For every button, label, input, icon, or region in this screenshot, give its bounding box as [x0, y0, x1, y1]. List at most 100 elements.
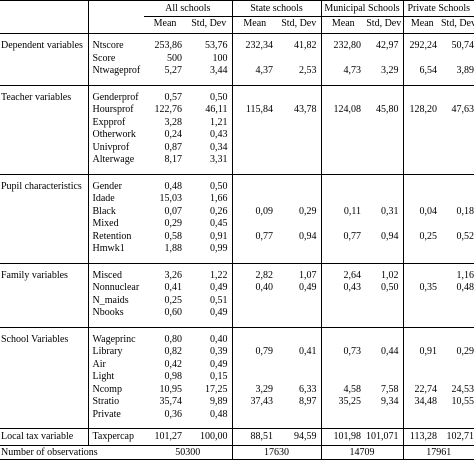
mean-cell: 232,34 — [231, 33, 277, 53]
sd-cell: 3,31 — [186, 154, 232, 175]
sd-cell: 24,53 — [451, 383, 474, 395]
sd-cell: 3,89 — [441, 65, 474, 86]
table-row: Nonnuclear 0,41 0,49 0,40 0,49 0,43 0,50 0,35 0,… — [0, 282, 474, 295]
section-title: Local tax variable — [0, 428, 88, 446]
observations-count: 14709 — [320, 445, 403, 460]
sd-cell: 0,18 — [456, 205, 474, 217]
sd-cell — [277, 408, 321, 429]
sd-cell: 1,66 — [210, 193, 228, 204]
sd-cell — [441, 371, 474, 384]
sd-cell: 100 — [212, 52, 228, 64]
sd-cell: 0,91 — [210, 230, 228, 242]
sd-cell: 0,15 — [210, 371, 228, 382]
mean-cell: 0,11 — [320, 205, 365, 218]
sd-cell: 0,40 — [210, 333, 228, 345]
sd-cell — [441, 154, 474, 175]
mean-cell: 232,80 — [320, 33, 365, 53]
mean-cell — [320, 174, 365, 193]
sd-cell: 17,25 — [205, 383, 228, 395]
mean-cell — [231, 141, 277, 154]
mean-cell — [320, 129, 365, 142]
sd-cell — [441, 85, 474, 104]
table-row: Hoursprof 122,76 46,11 115,84 43,78 124,08 45,… — [0, 104, 474, 117]
mean-header: Mean — [402, 16, 441, 34]
mean-cell: 0,25 — [164, 294, 183, 306]
mean-cell — [320, 85, 365, 104]
sd-cell — [277, 307, 321, 328]
mean-cell: 35,74 — [159, 396, 183, 407]
mean-cell — [320, 52, 365, 65]
sd-cell: 0,49 — [299, 282, 317, 293]
group-private-schools: Private Schools — [402, 0, 474, 17]
table-row: Ncomp 10,95 17,25 3,29 6,33 4,58 7,58 22,74 24,5… — [0, 383, 474, 396]
mean-cell — [402, 327, 441, 346]
sd-cell — [365, 218, 403, 231]
sd-cell — [277, 129, 321, 142]
variable-name: Mixed — [87, 218, 144, 231]
table-row: Nbooks 0,60 0,49 — [0, 307, 474, 328]
sd-cell — [365, 129, 403, 142]
sd-cell: 42,97 — [376, 40, 399, 51]
sd-cell: 0,99 — [186, 243, 232, 264]
table-row: Alterwage 8,17 3,31 — [0, 154, 474, 175]
mean-cell — [231, 85, 277, 104]
mean-cell — [320, 294, 365, 307]
sd-cell: 50,74 — [451, 40, 474, 51]
sd-cell: 2,53 — [277, 65, 321, 86]
sd-cell: 9,89 — [210, 396, 228, 407]
sd-cell — [277, 53, 321, 66]
table-row: Library 0,82 0,39 0,79 0,41 0,73 0,44 0,91 0,29 — [0, 346, 474, 359]
mean-cell: 5,27 — [144, 65, 186, 86]
sd-cell — [441, 295, 474, 308]
sd-cell — [441, 193, 474, 206]
mean-cell — [231, 218, 277, 231]
mean-cell: 0,42 — [164, 358, 183, 370]
mean-cell: 113,28 — [402, 428, 441, 446]
sd-cell: 0,29 — [299, 205, 317, 217]
table-row: Otherwork 0,24 0,43 — [0, 129, 474, 142]
variable-name: Taxpercap — [87, 428, 144, 446]
sd-cell: 1,22 — [210, 269, 228, 281]
sd-cell: 0,26 — [210, 205, 228, 217]
sd-cell: 0,44 — [381, 346, 399, 357]
sd-cell: 0,51 — [210, 294, 228, 306]
mean-cell — [402, 52, 441, 65]
mean-cell: 253,86 — [154, 40, 183, 51]
table-row: School Variables Wageprinc 0,80 0,40 — [0, 327, 474, 346]
mean-cell: 0,98 — [164, 371, 183, 382]
variable-name: Ntscore — [87, 33, 144, 53]
group-header-row: All schools State schools Municipal Scho… — [0, 0, 474, 17]
mean-cell — [402, 141, 441, 154]
mean-cell: 0,77 — [320, 230, 365, 243]
sd-cell: 9,34 — [381, 396, 399, 407]
mean-cell: 0,07 — [164, 205, 183, 217]
variable-name: Library — [87, 346, 144, 359]
mean-cell — [320, 218, 365, 231]
sd-cell: 7,58 — [381, 383, 399, 395]
sd-cell — [441, 129, 474, 142]
mean-cell: 0,41 — [164, 282, 183, 293]
variable-name: Ntwageprof — [87, 65, 144, 86]
sd-header: Std, Dev — [186, 16, 232, 34]
mean-cell — [320, 408, 365, 429]
table-row: Ntwageprof 5,27 3,44 4,37 2,53 4,73 3,29 6,54 3,… — [0, 65, 474, 86]
table-row: Dependent variables Ntscore 253,86 53,76 232… — [0, 33, 474, 53]
sd-cell — [277, 327, 321, 346]
table-row: N_maids 0,25 0,51 — [0, 294, 474, 308]
table-row: Expprof 3,28 1,21 — [0, 116, 474, 129]
mean-cell — [402, 358, 441, 371]
sd-cell: 0,39 — [210, 346, 228, 357]
mean-cell: 0,60 — [144, 307, 186, 328]
mean-cell — [320, 358, 365, 371]
sd-cell: 0,29 — [456, 346, 474, 357]
sd-cell — [365, 193, 403, 206]
section-title: Dependent variables — [1, 40, 83, 51]
mean-cell: 35,25 — [320, 396, 365, 409]
mean-cell: 128,20 — [402, 104, 441, 117]
variable-name: Nbooks — [87, 307, 144, 328]
group-all-schools: All schools — [144, 0, 232, 17]
sd-cell — [441, 218, 474, 231]
mean-cell — [402, 371, 441, 384]
table-row: Score 500 100 — [0, 52, 474, 66]
sd-cell — [441, 243, 474, 264]
